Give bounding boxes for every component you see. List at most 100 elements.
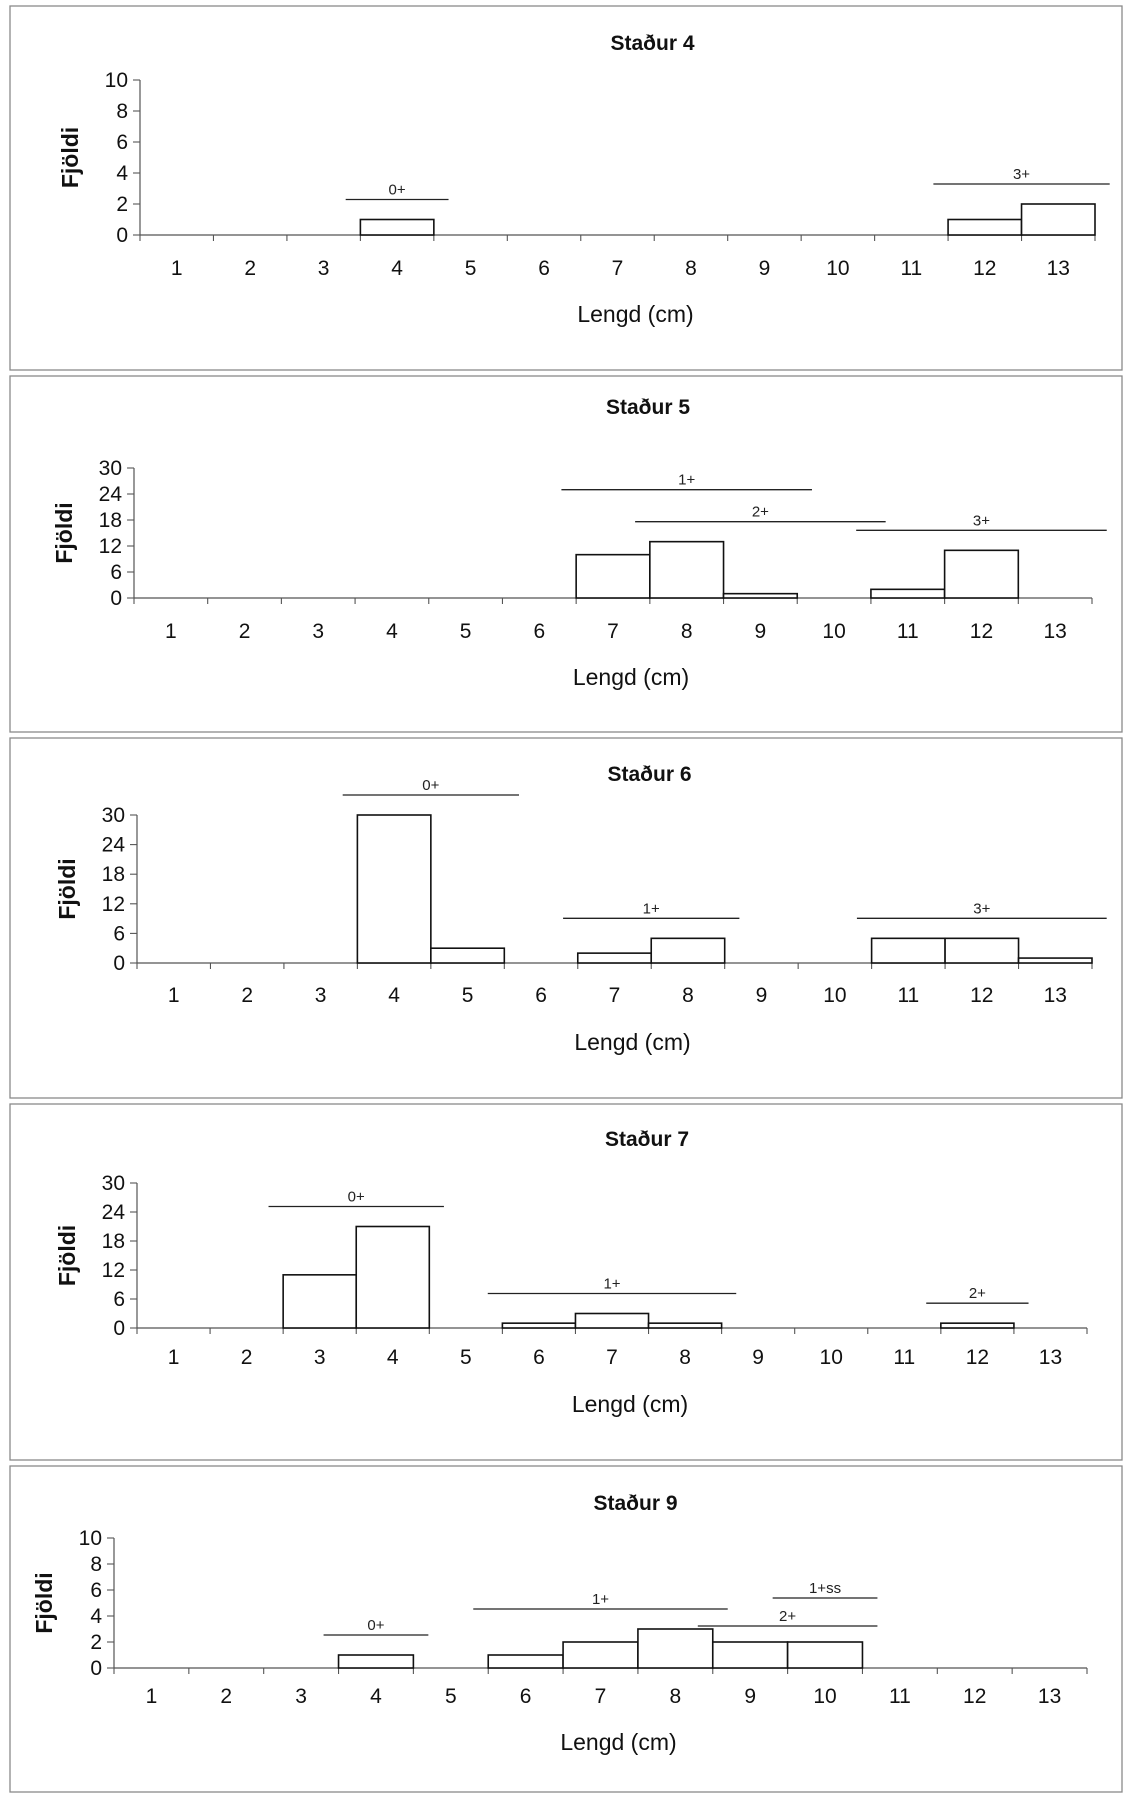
age-group-label: 3+ [1013,166,1030,183]
bar-6cm [501,1322,577,1329]
y-axis-label: Fjöldi [51,502,77,563]
bar-11cm [870,937,946,964]
bar-13cm [1020,203,1096,236]
x-tick-label: 7 [612,257,624,280]
panel-frame [9,5,1123,371]
bar-8cm [647,1322,723,1329]
x-tick-label: 4 [388,984,400,1007]
y-tick-label: 0 [116,224,128,247]
y-tick-label: 10 [105,69,128,92]
x-tick-label: 2 [241,1346,253,1369]
bar-7cm [575,553,651,599]
y-tick-label: 0 [113,1317,125,1340]
age-group-label: 2+ [779,1608,796,1625]
age-group-label: 1+ [643,900,660,917]
x-tick-label: 9 [744,1685,756,1708]
chart-title: Staður 9 [593,1492,677,1515]
y-tick-label: 24 [99,483,123,506]
x-tick-label: 3 [318,257,330,280]
bar-6cm [487,1654,564,1669]
age-group-label: 1+ [678,472,695,489]
x-tick-label: 7 [607,620,619,643]
x-axis-label: Lengd (cm) [560,1729,676,1755]
y-axis-label: Fjöldi [31,1572,57,1633]
x-axis-label: Lengd (cm) [577,301,693,327]
age-group-label: 1+ss [809,1580,841,1597]
x-tick-label: 6 [535,984,547,1007]
panel-frame [9,1103,1123,1461]
y-tick-label: 0 [110,587,122,610]
x-axis-label: Lengd (cm) [574,1029,690,1055]
bar-12cm [947,218,1023,236]
y-tick-label: 12 [99,535,122,558]
bar-12cm [944,937,1020,964]
age-group-label: 2+ [752,504,769,521]
y-tick-label: 6 [90,1579,102,1602]
bar-8cm [649,540,725,599]
y-axis-label: Fjöldi [54,1225,80,1286]
age-group-label: 3+ [973,900,990,917]
x-tick-label: 4 [387,1346,399,1369]
x-tick-label: 10 [822,620,845,643]
chart-title: Staður 6 [607,763,691,786]
age-group-label: 1+ [603,1276,620,1293]
x-tick-label: 1 [146,1685,158,1708]
x-tick-label: 8 [682,984,694,1007]
chart-title: Staður 7 [605,1128,689,1151]
y-tick-label: 8 [116,100,128,123]
x-tick-label: 7 [606,1346,618,1369]
x-tick-label: 7 [595,1685,607,1708]
x-tick-label: 9 [759,257,771,280]
x-tick-label: 13 [1039,1346,1062,1369]
x-tick-label: 4 [386,620,398,643]
bar-4cm [359,218,435,236]
x-tick-label: 5 [460,620,472,643]
bar-12cm [943,549,1020,599]
age-group-label: 0+ [389,182,406,199]
age-group-label: 0+ [348,1189,365,1206]
y-tick-label: 24 [102,834,126,857]
bar-7cm [562,1641,639,1669]
age-group-label: 0+ [367,1617,384,1634]
y-tick-label: 30 [99,457,122,480]
y-tick-label: 18 [102,1230,125,1253]
x-tick-label: 3 [295,1685,307,1708]
bar-4cm [337,1654,415,1669]
panel-frame [9,375,1123,733]
bar-10cm [786,1641,864,1669]
age-group-label: 1+ [592,1591,609,1608]
x-tick-label: 9 [756,984,768,1007]
bar-13cm [1017,957,1093,964]
x-tick-label: 1 [168,984,180,1007]
x-tick-label: 4 [391,257,403,280]
x-tick-label: 1 [171,257,183,280]
y-tick-label: 12 [102,893,125,916]
bar-3cm [282,1274,358,1329]
x-tick-label: 8 [679,1346,691,1369]
x-tick-label: 6 [520,1685,532,1708]
x-tick-label: 9 [752,1346,764,1369]
bar-8cm [637,1628,714,1669]
x-tick-label: 8 [685,257,697,280]
x-tick-label: 1 [165,620,177,643]
x-tick-label: 12 [966,1346,989,1369]
x-tick-label: 11 [897,984,919,1007]
x-tick-label: 2 [241,984,253,1007]
y-axis-label: Fjöldi [57,127,83,188]
x-tick-label: 6 [533,1346,545,1369]
x-tick-label: 5 [460,1346,472,1369]
y-tick-label: 8 [90,1553,102,1576]
x-tick-label: 4 [370,1685,382,1708]
bar-11cm [870,588,946,599]
x-tick-label: 2 [244,257,256,280]
chart-title: Staður 5 [606,396,690,419]
y-axis-label: Fjöldi [54,858,80,919]
y-tick-label: 2 [116,193,128,216]
x-tick-label: 10 [820,1346,843,1369]
x-tick-label: 13 [1043,620,1066,643]
